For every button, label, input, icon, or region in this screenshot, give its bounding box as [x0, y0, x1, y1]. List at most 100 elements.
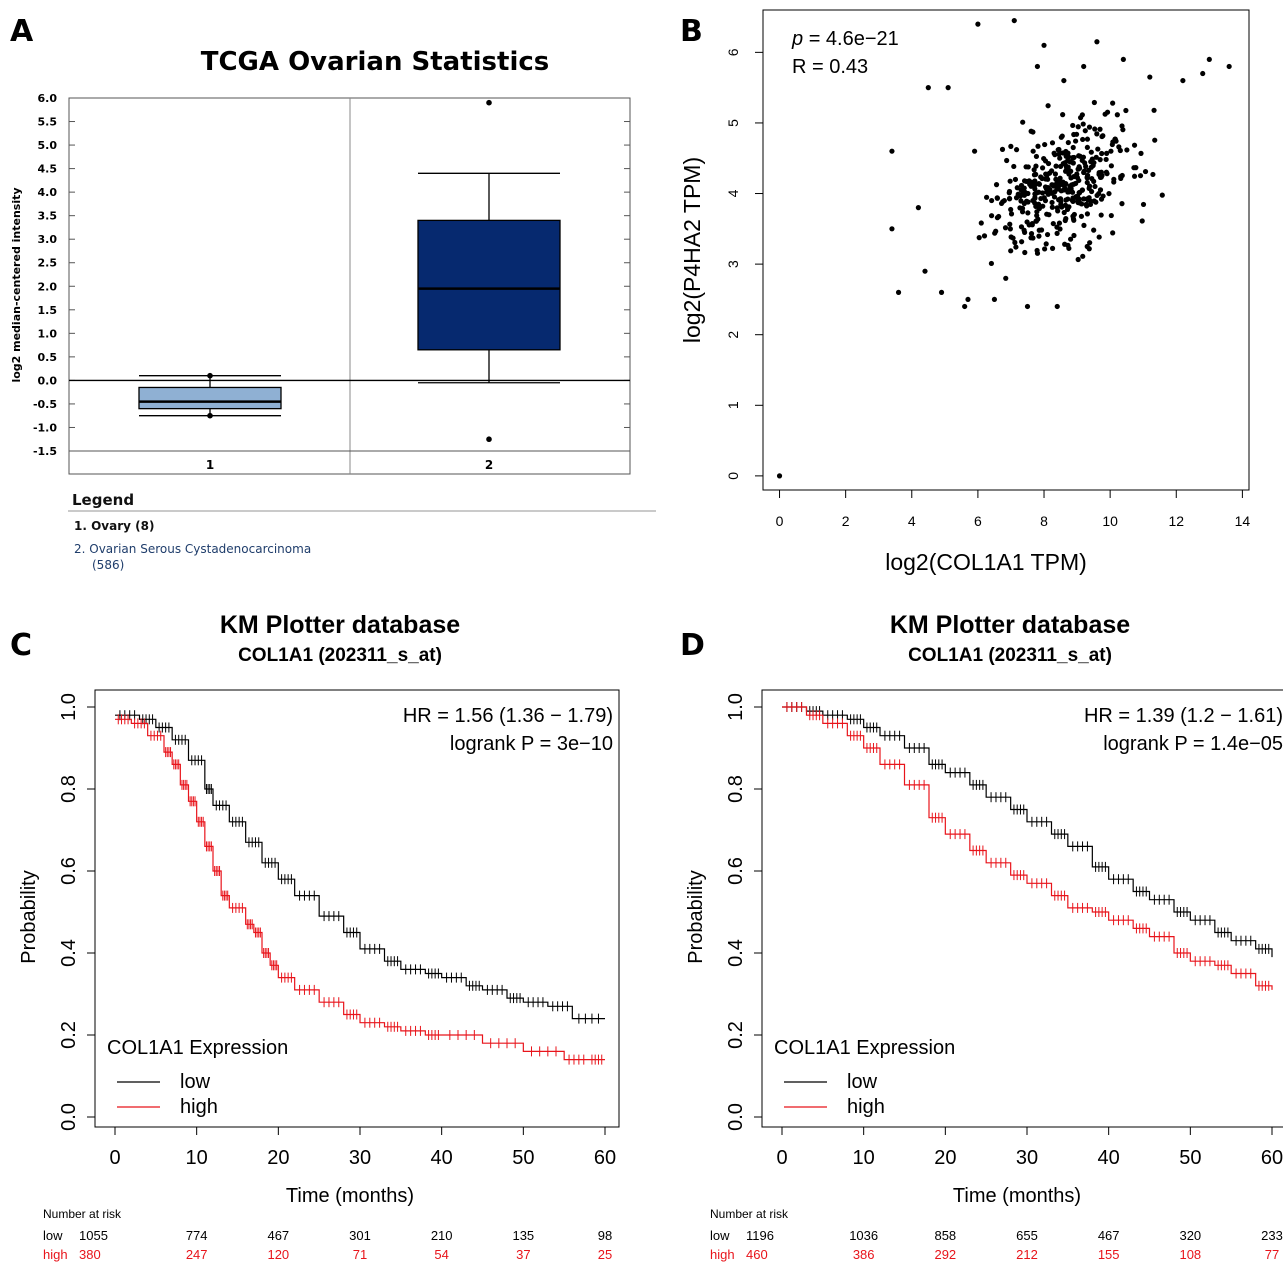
y-tick-label: 2.5 — [38, 257, 58, 270]
panel-label-d: D — [680, 628, 705, 663]
scatter-point — [1035, 201, 1042, 207]
box-iqr — [417, 219, 561, 351]
scatter-point — [1077, 115, 1084, 121]
risk-value: 37 — [516, 1247, 530, 1262]
scatter-point — [1091, 198, 1097, 204]
scatter-point — [1084, 243, 1090, 250]
scatter-point — [1042, 198, 1049, 204]
scatter-point — [1075, 256, 1081, 263]
scatter-point — [889, 226, 895, 232]
y-tick-label: 5 — [725, 119, 741, 127]
risk-value: 774 — [186, 1228, 208, 1243]
scatter-point — [1032, 186, 1038, 192]
scatter-point — [1070, 144, 1076, 151]
scatter-point — [1050, 220, 1056, 227]
scatter-point — [1045, 103, 1051, 109]
x-tick-label: 14 — [1235, 513, 1251, 529]
scatter-point — [1118, 175, 1124, 181]
scatter-point — [1062, 241, 1068, 247]
scatter-point — [1084, 136, 1091, 142]
scatter-point — [1102, 111, 1108, 117]
y-tick-label: 5.0 — [38, 139, 58, 152]
scatter-point — [996, 213, 1002, 220]
risk-row-label: high — [710, 1247, 735, 1262]
y-tick-label: 3 — [725, 260, 741, 268]
y-tick-label: 1 — [725, 401, 741, 409]
y-tick-label: 0.8 — [58, 775, 80, 803]
scatter-point — [1123, 107, 1129, 114]
km-chart-d: KM Plotter database COL1A1 (202311_s_at)… — [685, 611, 1283, 1262]
scatter-point — [1008, 248, 1014, 254]
risk-value: 320 — [1179, 1228, 1201, 1243]
scatter-point — [1070, 195, 1076, 201]
scatter-point — [1003, 275, 1009, 281]
scatter-point — [1117, 147, 1123, 154]
box-iqr — [138, 386, 282, 410]
scatter-point — [1094, 39, 1100, 45]
risk-row-label: low — [710, 1228, 730, 1243]
risk-value: 467 — [267, 1228, 289, 1243]
y-tick-label: 3.5 — [38, 210, 58, 223]
scatter-point — [1137, 173, 1144, 179]
scatter-point — [999, 146, 1006, 152]
risk-value: 858 — [934, 1228, 956, 1243]
km-legend-label-low: low — [847, 1071, 878, 1093]
scatter-point — [1024, 303, 1031, 310]
boxplot-chart: TCGA Ovarian Statistics 6.0 5.5 5.0 4.5 4.0 3… — [10, 47, 656, 572]
legend-title: Legend — [72, 491, 134, 509]
scatter-point — [1092, 126, 1098, 132]
y-tick-label: 1.5 — [38, 304, 58, 317]
scatter-point — [976, 235, 982, 241]
km-legend-label-high: high — [847, 1096, 885, 1118]
y-tick-label: 0.2 — [58, 1021, 80, 1049]
scatter-point — [1036, 233, 1042, 239]
scatter-point — [1054, 230, 1060, 236]
scatter-point — [1057, 226, 1063, 232]
legend-item-cystadenocarcinoma: 2. Ovarian Serous Cystadenocarcinoma — [74, 542, 311, 556]
y-tick-label: 4.0 — [38, 186, 58, 199]
scatter-point — [1052, 171, 1059, 177]
scatter-point — [1140, 201, 1147, 208]
scatter-point — [1138, 150, 1144, 156]
scatter-point — [1103, 156, 1109, 163]
scatter-point — [1082, 128, 1088, 134]
scatter-point — [1070, 122, 1076, 129]
risk-row-label: high — [43, 1247, 68, 1262]
scatter-point — [1038, 195, 1044, 202]
box-outlier — [207, 412, 213, 419]
risk-value: 1055 — [79, 1228, 108, 1243]
panel-label-c: C — [10, 628, 33, 663]
scatter-point — [1180, 77, 1186, 84]
scatter-point — [1070, 213, 1076, 219]
scatter-point — [1111, 176, 1117, 182]
boxplot-category-label: 1 — [206, 458, 214, 472]
scatter-point — [1094, 192, 1100, 199]
y-tick-label: 0.0 — [58, 1103, 80, 1131]
y-tick-label: 0 — [725, 472, 741, 480]
km-curve-low — [115, 714, 605, 1020]
scatter-point — [1091, 227, 1097, 233]
y-tick-label: 4 — [725, 189, 741, 197]
risk-value: 98 — [598, 1228, 612, 1243]
scatter-point — [993, 228, 999, 234]
risk-value: 210 — [431, 1228, 453, 1243]
scatter-point — [988, 213, 995, 219]
scatter-point — [1033, 190, 1040, 196]
scatter-point — [1040, 203, 1046, 209]
scatter-point — [1000, 199, 1006, 205]
scatter-point — [1045, 184, 1051, 191]
scatter-point — [1113, 138, 1119, 144]
scatter-point — [1063, 216, 1069, 222]
scatter-point — [1142, 168, 1149, 175]
scatter-point — [1033, 218, 1039, 224]
scatter-point — [1033, 153, 1040, 160]
km-hr-annotation: HR = 1.39 (1.2 − 1.61) — [1084, 705, 1283, 727]
scatter-point — [1097, 157, 1103, 163]
risk-value: 467 — [1098, 1228, 1120, 1243]
y-tick-label: 3.0 — [38, 233, 58, 246]
scatter-point — [1041, 155, 1047, 162]
scatter-point — [1103, 169, 1110, 175]
risk-value: 233 — [1261, 1228, 1283, 1243]
scatter-point — [1011, 163, 1017, 170]
scatter-point — [1025, 210, 1031, 216]
